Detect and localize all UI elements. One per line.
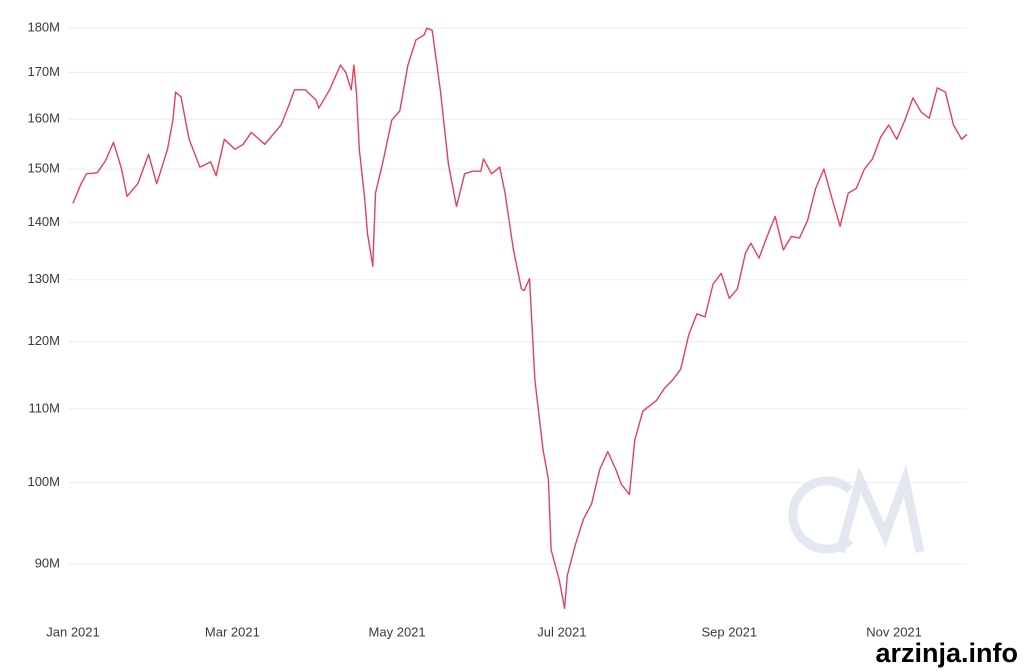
watermark: arzinja.info	[875, 638, 1018, 668]
x-tick-label: Nov 2021	[866, 624, 922, 639]
y-tick-label: 120M	[27, 333, 60, 348]
y-tick-label: 160M	[27, 111, 60, 126]
y-tick-label: 110M	[28, 400, 60, 415]
x-tick-label: Jul 2021	[537, 624, 586, 639]
y-tick-label: 130M	[27, 271, 60, 286]
logo	[788, 463, 925, 554]
x-tick-label: Mar 2021	[205, 624, 260, 639]
x-tick-label: Sep 2021	[701, 624, 757, 639]
y-tick-label: 140M	[27, 214, 60, 229]
y-tick-label: 100M	[27, 474, 60, 489]
data-line	[72, 27, 968, 610]
x-tick-label: Jan 2021	[46, 624, 100, 639]
logo-c	[788, 476, 854, 554]
logo-m	[835, 463, 925, 554]
y-tick-label: 90M	[35, 556, 60, 571]
x-tick-label: May 2021	[369, 624, 426, 639]
y-tick-label: 170M	[27, 64, 60, 79]
y-tick-label: 180M	[27, 20, 60, 35]
y-tick-label: 150M	[27, 161, 60, 176]
